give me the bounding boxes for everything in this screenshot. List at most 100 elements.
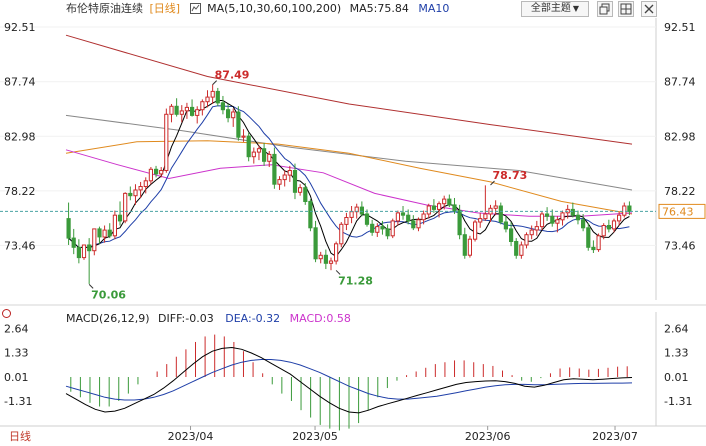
price-annotation: 78.73 <box>493 169 528 182</box>
candle-body <box>390 220 395 237</box>
dea-line <box>65 359 633 401</box>
candle-body <box>431 205 436 210</box>
x-tick-label: 2023/05 <box>292 430 338 443</box>
instrument-name: 布伦特原油连续 <box>66 2 143 15</box>
candle-body <box>148 168 154 182</box>
annotation-pointer <box>490 180 495 186</box>
candle-body <box>117 214 123 222</box>
candle-body <box>426 205 431 215</box>
candle-body <box>313 227 318 260</box>
price-annotation: 71.28 <box>338 274 373 287</box>
macd-title: MACD(26,12,9) <box>66 312 150 325</box>
theme-dropdown-label: 全部主题 <box>530 3 571 14</box>
candle-body <box>467 238 472 256</box>
period-label[interactable]: [日线] <box>149 2 181 15</box>
candle-body <box>256 148 262 153</box>
candle-body <box>184 106 190 112</box>
candle-body <box>179 110 184 115</box>
candle-body <box>292 170 298 193</box>
candle-body <box>581 219 586 229</box>
candle-body <box>478 218 483 223</box>
candle-body <box>503 221 508 230</box>
candle-body <box>406 214 411 222</box>
candle-body <box>169 105 174 115</box>
candle-body <box>231 111 236 119</box>
close-icon[interactable] <box>641 1 657 17</box>
annotation-pointer <box>212 80 217 85</box>
grid-layout-icon[interactable] <box>618 1 634 17</box>
candle-body <box>164 113 169 172</box>
y-tick-label-right: 92.51 <box>664 21 696 34</box>
candle-body <box>416 219 421 229</box>
candle-body <box>339 223 344 245</box>
candle-body <box>154 168 159 175</box>
candle-body <box>267 153 272 162</box>
candle-body <box>575 214 581 221</box>
candle-body <box>627 205 632 212</box>
candle-body <box>447 198 452 206</box>
y-tick-label-left: 87.74 <box>4 76 36 89</box>
candle-body <box>498 205 503 223</box>
panel-settings-icon[interactable] <box>2 309 11 318</box>
annotation-pointer <box>335 270 341 275</box>
candle-body <box>226 109 231 119</box>
y-tick-label-left: 82.98 <box>4 130 36 143</box>
candle-body <box>534 226 539 231</box>
ma-params-label: MA(5,10,30,60,100,200) <box>207 2 342 15</box>
price-annotation: 70.06 <box>91 288 126 301</box>
candle-body <box>442 198 447 205</box>
diff-line <box>65 346 633 414</box>
candle-body <box>560 212 565 221</box>
candle-body <box>76 246 82 259</box>
candle-body <box>246 135 251 158</box>
indicator-settings-icon[interactable] <box>189 3 201 14</box>
candle-body <box>483 213 488 220</box>
candle-body <box>71 237 76 248</box>
candle-body <box>606 225 611 230</box>
window-restore-icon[interactable] <box>597 1 613 17</box>
axis-label-layer: 92.51 92.51 87.74 87.74 82.98 82.98 78.22 78.22… <box>4 21 696 443</box>
candle-body <box>298 187 303 193</box>
candle-body <box>493 205 498 209</box>
current-price-tag <box>658 203 706 219</box>
candle-body <box>359 206 364 215</box>
ma5-value: MA5:75.84 <box>349 2 409 15</box>
candle-body <box>601 225 606 237</box>
candle-body <box>323 254 328 264</box>
candle-body <box>509 228 514 242</box>
candle-body <box>159 170 164 175</box>
candlestick-layer <box>66 84 632 284</box>
candle-body <box>550 215 555 224</box>
candle-body <box>529 229 534 236</box>
candle-body <box>174 105 179 115</box>
ma10-label: MA10 <box>418 2 450 15</box>
candle-body <box>617 214 622 222</box>
candle-body <box>380 226 385 230</box>
candle-body <box>220 102 226 111</box>
tab-daily[interactable]: 日线 <box>0 428 40 446</box>
candle-body <box>385 228 390 237</box>
candle-body <box>457 210 462 236</box>
theme-dropdown[interactable]: 全部主题 ▼ <box>521 1 589 17</box>
y-tick-label-left: 92.51 <box>4 21 36 34</box>
candle-body <box>370 223 375 233</box>
ma60-line <box>65 140 633 215</box>
candle-body <box>308 200 313 229</box>
candle-body <box>205 96 210 103</box>
macd-dea-value: DEA:-0.32 <box>225 312 281 325</box>
ma200-line <box>65 34 633 145</box>
macd-macd-value: MACD:0.58 <box>289 312 351 325</box>
candle-body <box>102 229 107 238</box>
candle-body <box>524 234 529 246</box>
candle-body <box>318 254 323 260</box>
candle-body <box>123 192 128 222</box>
macd-diff-value: DIFF:-0.03 <box>158 312 214 325</box>
macd-y-tick-label-left: 0.01 <box>4 371 29 384</box>
candle-body <box>262 148 267 162</box>
candle-body <box>519 244 524 256</box>
candle-body <box>622 205 627 216</box>
candle-body <box>92 228 97 252</box>
candle-body <box>545 213 550 217</box>
candle-body <box>344 217 349 225</box>
